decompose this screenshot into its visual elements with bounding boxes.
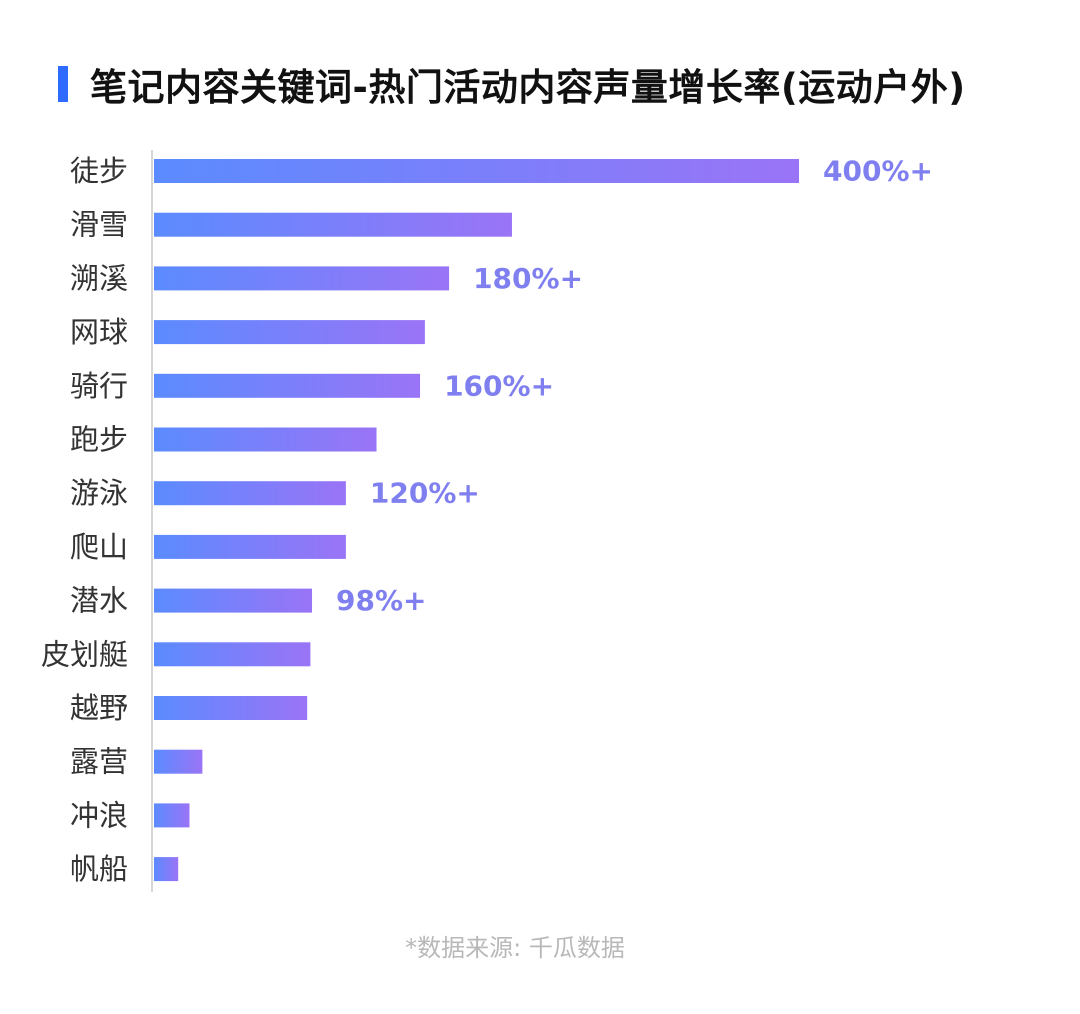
category-label: 网球 [70,315,128,349]
bar-跑步 [154,427,377,452]
category-label: 越野 [70,691,128,725]
bar-网球 [154,320,425,345]
bar-冲浪 [154,803,190,828]
category-label: 爬山 [70,530,128,564]
category-label: 骑行 [70,369,128,403]
category-label: 溯溪 [70,261,128,295]
category-label: 冲浪 [70,798,128,832]
data-label: 120%+ [370,477,480,510]
category-label: 滑雪 [70,208,128,242]
bar-爬山 [154,534,346,559]
bar-滑雪 [154,212,512,237]
category-label: 跑步 [70,423,128,457]
bar-潜水 [154,588,313,613]
data-label: 98%+ [336,584,426,617]
data-label: 180%+ [473,262,583,295]
chart-title: 笔记内容关键词-热门活动内容声量增长率(运动户外) [90,66,966,109]
bar-越野 [154,696,308,720]
title-accent-bar [58,66,68,102]
category-label: 游泳 [70,476,128,510]
category-label: 潜水 [70,584,128,618]
data-label: 160%+ [444,369,554,402]
bar-溯溪 [154,266,450,291]
bar-帆船 [154,857,179,882]
category-label: 帆船 [70,852,128,886]
category-label: 露营 [70,745,128,779]
bar-骑行 [154,373,421,398]
category-label: 徒步 [70,154,128,188]
data-label: 400%+ [823,155,933,188]
bar-皮划艇 [154,642,311,667]
bar-游泳 [154,481,346,506]
category-label: 皮划艇 [41,637,128,671]
bar-徒步 [154,159,799,183]
bar-露营 [154,749,203,774]
data-source-note: *数据来源: 千瓜数据 [405,934,625,962]
chart-title-block: 笔记内容关键词-热门活动内容声量增长率(运动户外) [58,56,966,112]
